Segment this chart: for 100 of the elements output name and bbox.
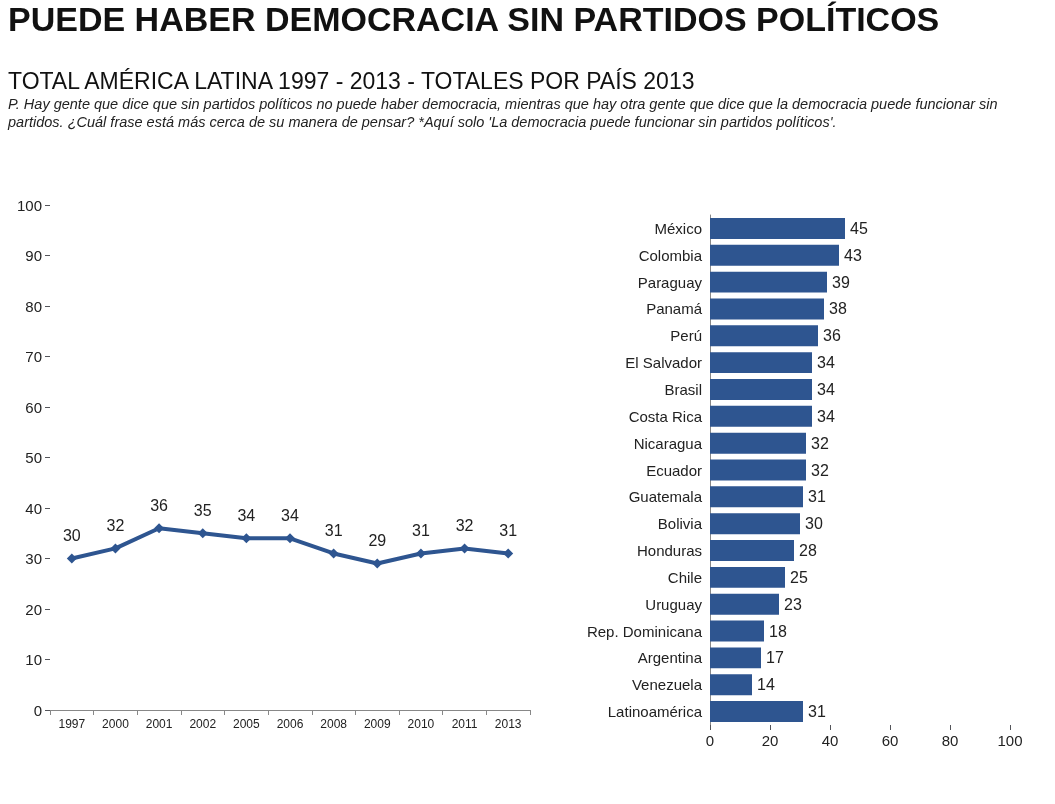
- bar: [710, 647, 761, 669]
- bar: [710, 593, 779, 615]
- y-tick-label: 10: [25, 651, 42, 668]
- bar: [710, 379, 812, 400]
- data-label: 17: [766, 649, 784, 667]
- data-label: 31: [808, 488, 826, 506]
- data-label: 30: [805, 515, 823, 533]
- y-tick-label: 60: [25, 398, 42, 416]
- bar: [710, 674, 752, 696]
- data-label: 34: [281, 506, 299, 524]
- bar: [710, 459, 806, 481]
- y-tick-label: Uruguay: [645, 595, 703, 613]
- data-label: 32: [811, 434, 829, 452]
- y-tick-label: Latinoamérica: [607, 703, 703, 721]
- bar: [710, 566, 785, 588]
- y-tick-label: Guatemala: [628, 488, 703, 506]
- x-tick-label: 2009: [363, 717, 391, 731]
- y-tick-label: 30: [25, 550, 42, 567]
- data-label: 29: [368, 532, 387, 550]
- data-label: 28: [799, 542, 817, 560]
- x-tick-label: 2008: [320, 717, 348, 731]
- data-label: 38: [829, 300, 847, 318]
- x-tick-label: 40: [821, 732, 839, 749]
- bar: [710, 513, 800, 535]
- y-tick-label: Argentina: [637, 649, 703, 667]
- y-tick-label: Brasil: [664, 380, 702, 398]
- data-label: 34: [817, 407, 835, 425]
- y-tick-label: Paraguay: [637, 273, 703, 291]
- bar: [710, 540, 794, 561]
- x-tick-label: 2010: [407, 717, 435, 731]
- y-tick-label: El Salvador: [625, 354, 702, 372]
- bar: [710, 405, 812, 427]
- y-tick-label: 100: [16, 196, 42, 214]
- x-tick-label: 100: [997, 732, 1023, 749]
- y-tick-label: Chile: [667, 568, 702, 586]
- bar: [710, 271, 827, 293]
- y-tick-label: Bolivia: [657, 515, 703, 533]
- data-label: 31: [324, 521, 343, 539]
- x-tick-label: 2011: [451, 717, 478, 731]
- x-tick-label: 80: [941, 732, 959, 749]
- data-label: 31: [412, 521, 430, 539]
- data-label: 31: [499, 521, 518, 539]
- bar: [710, 486, 803, 508]
- x-tick-label: 20: [761, 732, 779, 749]
- x-tick-label: 60: [881, 732, 899, 749]
- bar: [710, 620, 764, 642]
- y-tick-label: 90: [25, 247, 42, 264]
- y-tick-label: Ecuador: [646, 461, 702, 479]
- chart-title: PUEDE HABER DEMOCRACIA SIN PARTIDOS POLÍTICOS: [8, 0, 941, 38]
- data-label: 34: [817, 354, 835, 372]
- x-tick-label: 2005: [233, 717, 261, 731]
- point: [415, 548, 426, 559]
- y-tick-label: Costa Rica: [628, 407, 703, 425]
- y-tick-label: 40: [25, 499, 42, 517]
- point: [285, 533, 295, 544]
- x-tick-label: 1997: [58, 717, 86, 731]
- data-label: 23: [784, 595, 802, 613]
- point: [110, 543, 121, 554]
- x-tick-label: 2000: [102, 717, 130, 731]
- data-label: 31: [808, 703, 826, 721]
- y-tick-label: Venezuela: [631, 676, 703, 694]
- y-tick-label: Honduras: [636, 542, 702, 560]
- y-tick-label: México: [654, 219, 702, 237]
- bar: [710, 298, 824, 320]
- data-label: 30: [62, 527, 81, 544]
- bar: [710, 352, 812, 374]
- y-tick-label: Panamá: [646, 300, 703, 318]
- data-label: 32: [811, 461, 829, 479]
- bar: [710, 217, 845, 239]
- point: [372, 558, 383, 569]
- data-label: 32: [106, 516, 125, 534]
- y-tick-label: 80: [25, 297, 42, 315]
- y-tick-label: 50: [25, 449, 42, 466]
- data-label: 36: [823, 327, 841, 345]
- y-tick-label: Perú: [670, 327, 702, 345]
- point: [503, 548, 514, 559]
- point: [197, 528, 208, 539]
- point: [328, 548, 339, 559]
- chart-subtitle: TOTAL AMÉRICA LATINA 1997 - 2013 - TOTALES POR PAÍS 2013: [8, 68, 695, 95]
- y-tick-label: 20: [25, 600, 42, 618]
- data-label: 14: [757, 676, 775, 694]
- data-label: 43: [844, 246, 862, 264]
- y-tick-label: Rep. Dominicana: [586, 622, 703, 640]
- x-tick-label: 2006: [276, 717, 304, 731]
- bar: [710, 432, 806, 454]
- bar: [710, 701, 803, 723]
- point: [66, 553, 77, 564]
- x-tick-label: 2013: [494, 717, 522, 731]
- data-label: 34: [237, 506, 256, 524]
- y-tick-label: 0: [33, 701, 42, 719]
- bar: [710, 244, 839, 266]
- data-label: 39: [832, 273, 850, 291]
- text: P. Hay gente que dice que sin partidos políticos no puede haber democracia, mientras que hay otra gente que dice que la democracia puede funcionar sin partidos. ¿Cuál frase está más cerca de su manera de pensar? *Aquí solo 'La democracia puede funcionar sin partidos políticos'.: [8, 95, 999, 131]
- data-label: 45: [850, 219, 868, 237]
- data-label: 18: [769, 622, 787, 640]
- y-tick-label: Colombia: [638, 246, 703, 264]
- y-tick-label: Nicaragua: [633, 434, 703, 452]
- data-label: 32: [455, 516, 474, 534]
- data-label: 34: [817, 380, 835, 398]
- data-label: 25: [790, 568, 808, 586]
